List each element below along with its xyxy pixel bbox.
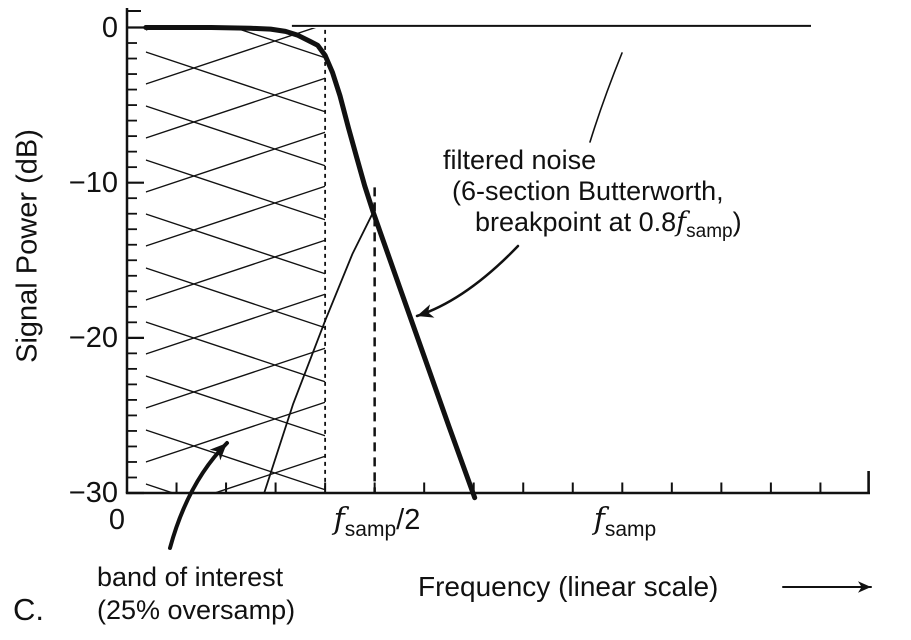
- x-tick-label-zero: 0: [108, 504, 126, 536]
- y-tick-label-minus10: −10: [68, 167, 118, 199]
- band-of-interest-label-line2: (25% oversamp): [97, 595, 296, 625]
- series-2: [263, 211, 375, 494]
- breakpoint-close-paren: ): [732, 207, 742, 237]
- band-of-interest-label-line1: band of interest: [97, 562, 284, 592]
- band-of-interest-arrow: [168, 441, 229, 550]
- filtered-noise-arrow-head: [417, 304, 435, 318]
- figure-panel-label: C.: [13, 592, 44, 627]
- filtered-noise-arrow: [415, 244, 520, 318]
- y-tick-label-0: 0: [101, 12, 118, 44]
- nyquist-f-symbol: f: [333, 502, 345, 537]
- band-of-interest-arrow-head: [209, 443, 227, 461]
- filtered-noise-label-line1: filtered noise: [443, 145, 597, 175]
- filtered-noise-label-line3: breakpoint at 0.8fsamp): [475, 207, 742, 242]
- filtered-noise-label-line2: (6-section Butterworth,: [452, 176, 724, 206]
- filtered-noise-leader: [589, 52, 623, 143]
- axes: [125, 8, 870, 495]
- nyquist-half-suffix: /2: [396, 504, 421, 536]
- fsamp-subscript: samp: [604, 518, 657, 541]
- breakpoint-f-symbol: f: [676, 207, 687, 238]
- nyquist-subscript: samp: [344, 518, 397, 541]
- x-tick-label-fsamp: fsamp: [555, 502, 695, 541]
- breakpoint-text: breakpoint at 0.8: [475, 207, 677, 237]
- band-of-interest-hatch: [145, 28, 326, 493]
- frequency-axis-arrow-head: [858, 581, 871, 593]
- breakpoint-subscript: samp: [686, 221, 733, 242]
- y-tick-label-minus30: −30: [68, 477, 118, 509]
- fsamp-f-symbol: f: [593, 502, 605, 537]
- x-tick-label-nyquist: fsamp/2: [307, 502, 447, 541]
- series-0: [143, 25, 478, 501]
- x-axis-title: Frequency (linear scale): [418, 571, 719, 602]
- y-tick-label-minus20: −20: [68, 322, 118, 354]
